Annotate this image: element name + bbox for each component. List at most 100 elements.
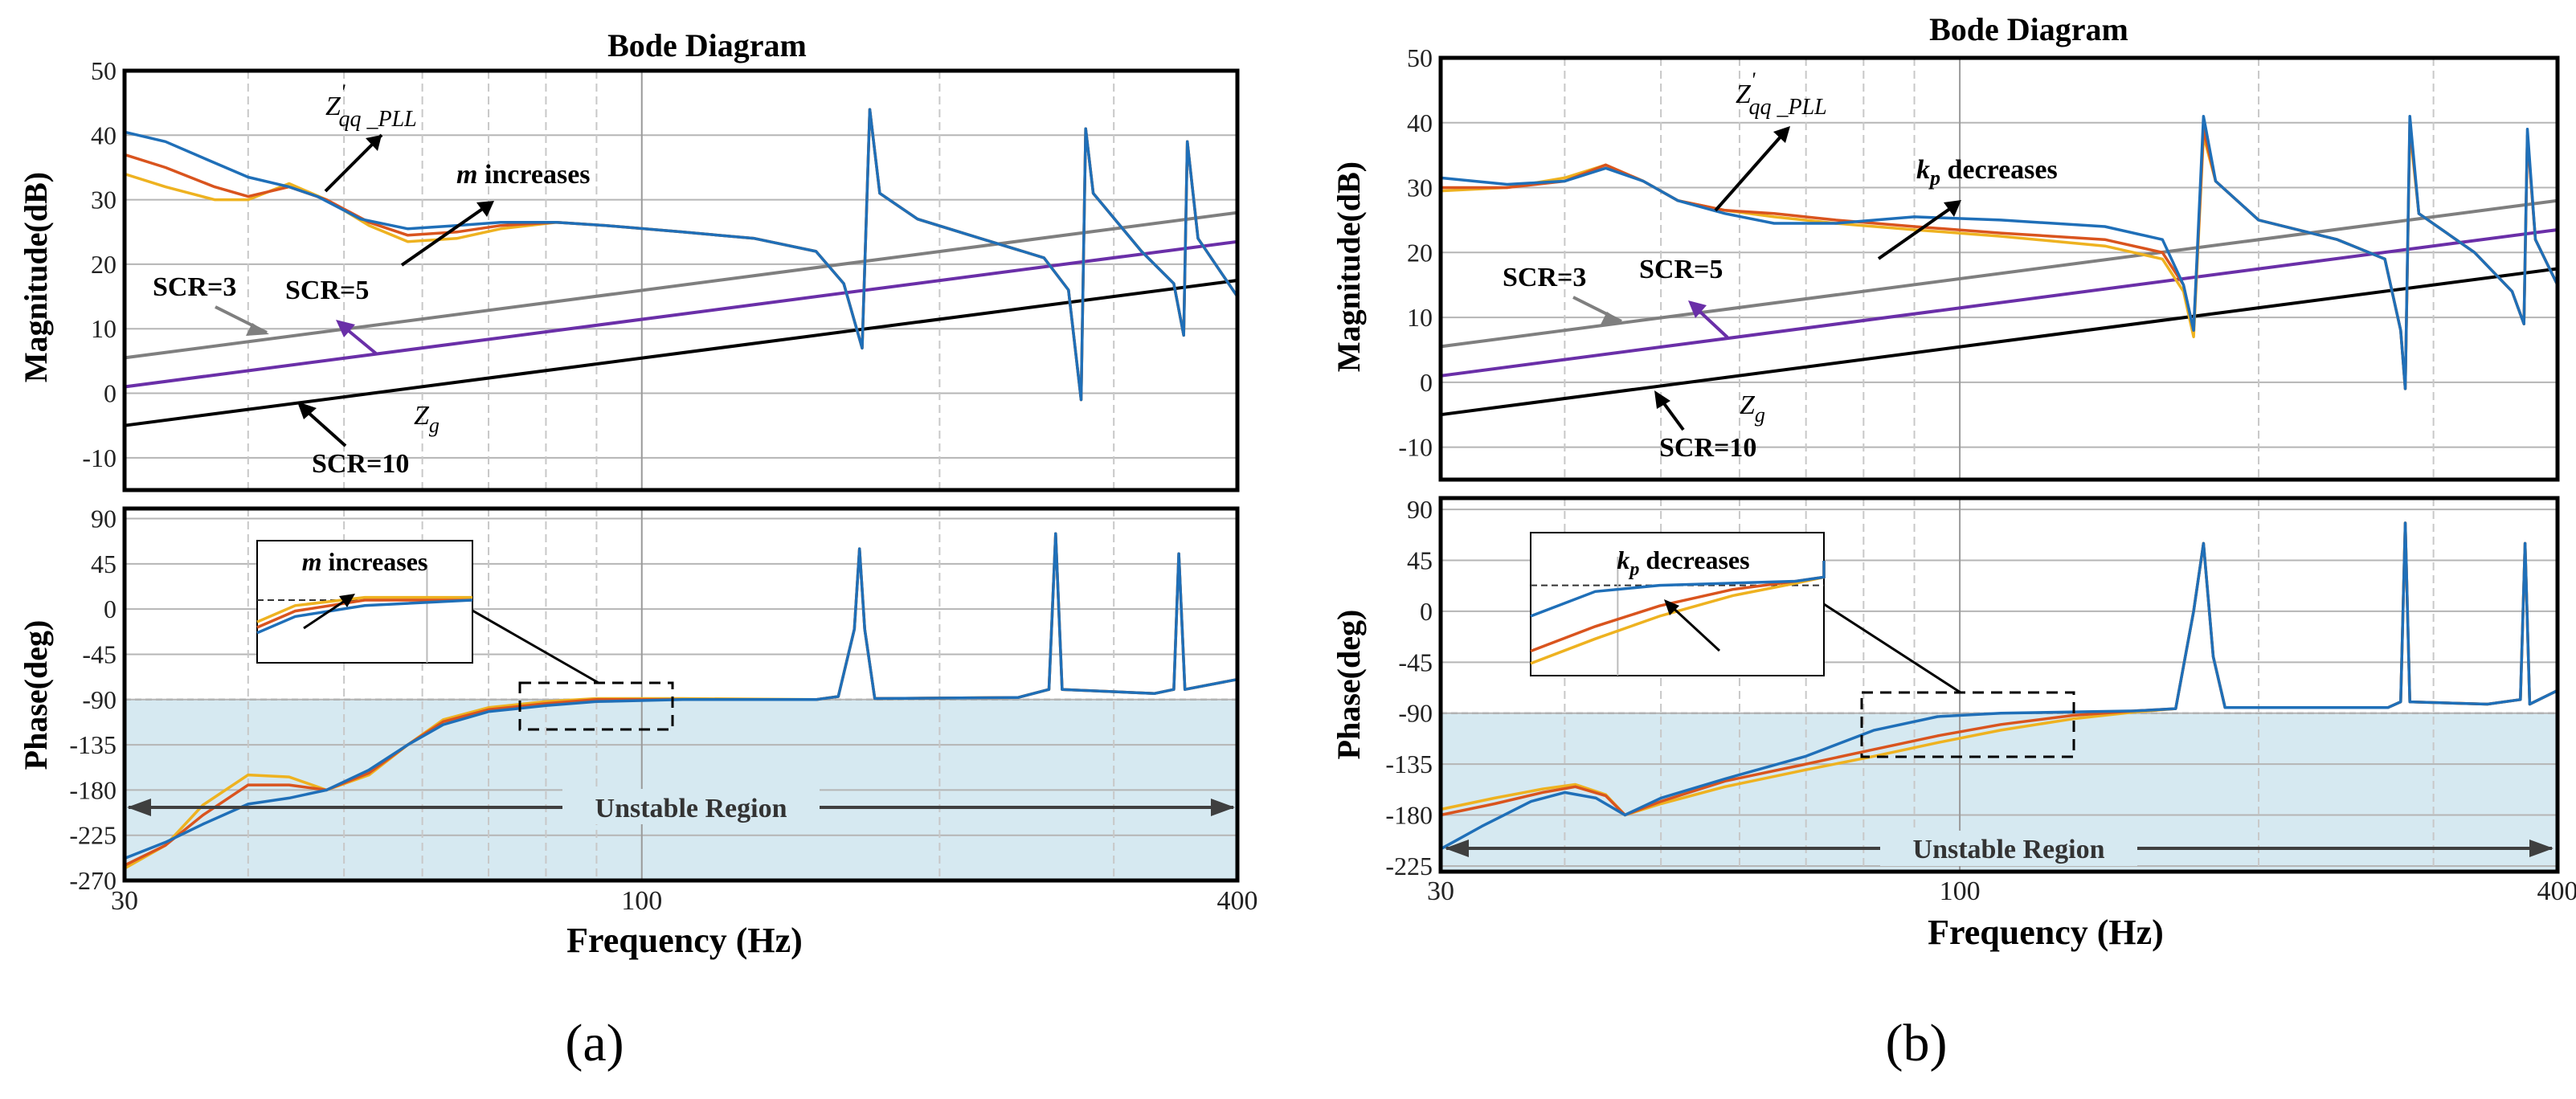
panel-a-inset-m-symbol: m [302, 547, 322, 576]
panel-b-scr3-label: SCR=3 [1503, 263, 1586, 292]
panel-a-m-symbol: m [456, 160, 477, 190]
x-tick-label: 100 [621, 886, 662, 916]
panel-b-kp-arrow [1879, 202, 1959, 259]
phase-y-tick-label: -90 [82, 685, 117, 714]
panel-a-x-tick-labels: 30 100 400 [111, 886, 1258, 916]
panel-a-zoom-connector [472, 611, 599, 683]
panel-a-inset: m increases [257, 541, 472, 663]
panel-b-zg-label: Zg [1740, 390, 1765, 427]
magnitude-y-tick-label: -10 [82, 443, 117, 472]
panel-b-zqq-arrow [1715, 129, 1788, 210]
panel-a-scr10-label: SCR=10 [312, 449, 409, 479]
panel-a-title: Bode Diagram [607, 27, 807, 63]
phase-y-tick-label: 45 [91, 550, 117, 578]
panel-b-kp-decreases-text: decreases [1940, 155, 2058, 185]
x-tick-label: 400 [2537, 876, 2576, 906]
phase-y-tick-label: -180 [1385, 801, 1433, 830]
panel-b: Bode Diagram -10 0 10 20 30 40 50 -225 -180 -135… [1331, 11, 2576, 1072]
magnitude-y-tick-label: 40 [91, 121, 117, 149]
panel-b-magnitude-grid [1441, 58, 2558, 480]
magnitude-y-tick-label: 20 [1407, 238, 1433, 267]
phase-y-tick-label: -180 [69, 775, 117, 804]
panel-b-x-tick-labels: 30 100 400 [1427, 876, 2576, 906]
panel-b-scr10-arrowhead [1654, 390, 1670, 409]
panel-b-inset-k-symbol: k [1617, 545, 1629, 574]
phase-y-tick-label: -135 [1385, 750, 1433, 778]
panel-a-m-increases-arrowhead [476, 201, 494, 217]
panel-a-m-increases-label: m increases [456, 160, 591, 190]
panel-a-zqq-prime: ' [341, 80, 346, 104]
panel-b-title: Bode Diagram [1929, 11, 2128, 47]
panel-a-phase-ylabel: Phase(deg) [18, 620, 54, 770]
panel-a-xlabel: Frequency (Hz) [566, 921, 803, 960]
magnitude-4-series-0 [1441, 230, 2558, 376]
magnitude-y-tick-label: 50 [1407, 43, 1433, 72]
panel-a-zg-sub: g [429, 414, 440, 437]
magnitude-y-tick-label: 20 [91, 250, 117, 279]
panel-b-zg-sub: g [1755, 403, 1765, 427]
magnitude-y-tick-label: 30 [91, 186, 117, 214]
panel-b-unstable-region-label: Unstable Region [1913, 835, 2105, 864]
panel-b-kp-symbol: k [1916, 155, 1930, 185]
panel-b-scr10-label: SCR=10 [1659, 433, 1756, 463]
phase-y-tick-label: 0 [1420, 597, 1433, 626]
panel-a-zqq-sub: qq _PLL [338, 107, 416, 132]
magnitude-5-series-0 [1441, 269, 2558, 415]
magnitude-y-tick-label: 10 [1407, 303, 1433, 332]
phase-y-tick-label: -225 [1385, 852, 1433, 880]
x-tick-label: 30 [1427, 876, 1454, 906]
panel-b-inset-p-sub: p [1628, 559, 1639, 580]
x-tick-label: 400 [1217, 886, 1258, 916]
magnitude-y-tick-label: 0 [104, 379, 117, 408]
panel-a-scr5-label: SCR=5 [285, 276, 369, 305]
magnitude-y-tick-label: -10 [1398, 433, 1433, 462]
panel-b-figure-label: (b) [1886, 1014, 1948, 1072]
panel-b-kp-sub: p [1928, 166, 1940, 190]
panel-a-m-increases-text: increases [477, 160, 590, 190]
magnitude-y-tick-label: 40 [1407, 108, 1433, 137]
magnitude-1-series-0 [125, 109, 1237, 399]
panel-b-magnitude-frame [1441, 58, 2558, 480]
panel-a-zqq-label: Z'qq _PLL [325, 80, 417, 132]
panel-b-zqq-prime: ' [1751, 68, 1756, 92]
panel-a-zg-label: Zg [414, 401, 440, 437]
phase-y-tick-label: -45 [1398, 648, 1433, 676]
panel-b-zqq-sub: qq _PLL [1748, 95, 1826, 120]
panel-a-magnitude-ylabel: Magnitude(dB) [18, 172, 54, 382]
panel-b-scr5-label: SCR=5 [1639, 255, 1723, 284]
phase-y-tick-label: -45 [82, 639, 117, 668]
phase-y-tick-label: 0 [104, 594, 117, 623]
panel-a-inset-text: increases [322, 547, 428, 576]
magnitude-y-tick-label: 50 [91, 56, 117, 85]
magnitude-y-tick-label: 10 [91, 314, 117, 343]
panel-b-kp-decreases-label: kp decreases [1916, 155, 2058, 190]
panel-a: Bode Diagram -10 0 10 20 30 40 50 -270 -225 -180… [18, 27, 1258, 1072]
panel-a-figure-label: (a) [565, 1014, 624, 1072]
x-tick-label: 100 [1940, 876, 1981, 906]
magnitude-2-series-0 [125, 109, 1237, 399]
panel-a-scr3-label: SCR=3 [153, 272, 236, 302]
magnitude-3-series-0 [1441, 201, 2558, 347]
magnitude-0-series-0 [125, 109, 1237, 399]
panel-b-magnitude-ylabel: Magnitude(dB) [1331, 161, 1367, 372]
magnitude-y-tick-label: 0 [1420, 368, 1433, 397]
panel-b-inset-text: decreases [1639, 545, 1749, 574]
panel-a-unstable-region-label: Unstable Region [595, 794, 787, 823]
panel-b-zqq-label: Z'qq _PLL [1736, 68, 1827, 120]
phase-y-tick-label: 90 [91, 505, 117, 533]
panel-b-kp-arrowhead [1944, 200, 1961, 217]
magnitude-y-tick-label: 30 [1407, 174, 1433, 202]
phase-y-tick-label: 90 [1407, 495, 1433, 524]
phase-y-tick-label: -270 [69, 866, 117, 895]
phase-y-tick-label: -90 [1398, 699, 1433, 728]
panel-b-xlabel: Frequency (Hz) [1928, 913, 2164, 952]
panel-b-zg-main: Z [1740, 390, 1756, 420]
phase-y-tick-label: -225 [69, 821, 117, 850]
panel-a-magnitude-series [125, 109, 1237, 426]
x-tick-label: 30 [111, 886, 138, 916]
panel-a-magnitude-tick-labels: -10 0 10 20 30 40 50 [82, 56, 117, 472]
